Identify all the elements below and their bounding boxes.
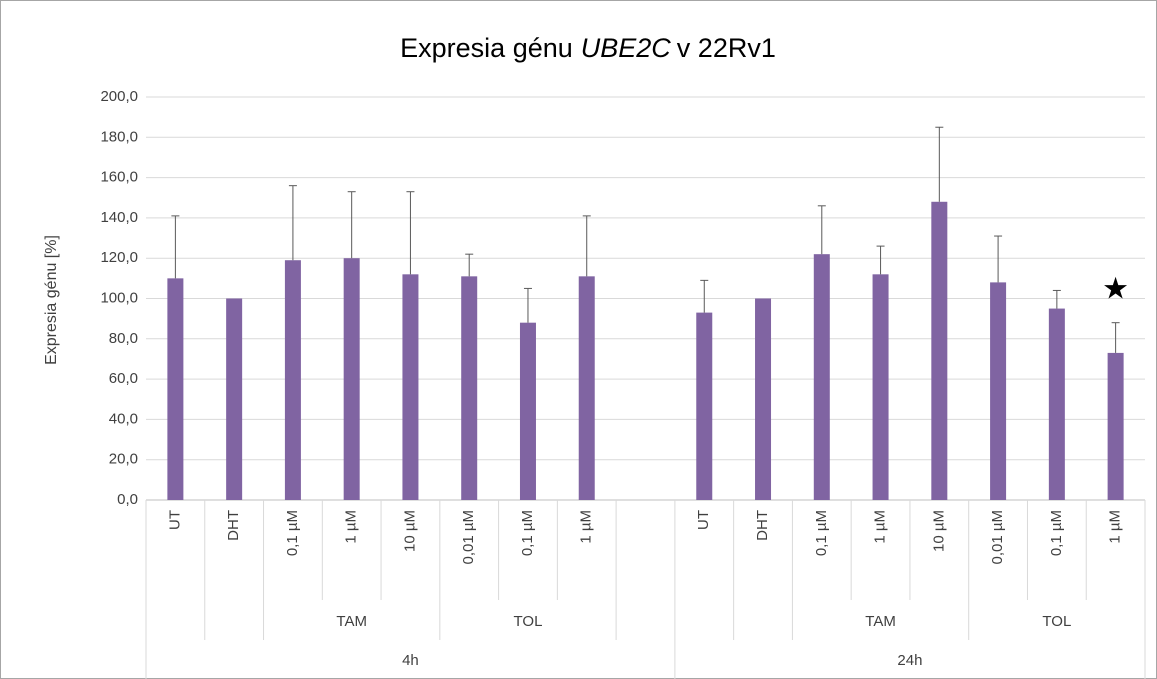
x-tick-label: DHT [225, 510, 242, 541]
bar [872, 274, 889, 500]
bar [519, 322, 536, 500]
y-axis-label: Expresia génu [%] [43, 235, 60, 365]
title-part: v 22Rv1 [677, 33, 776, 63]
group-label: TAM [336, 613, 367, 630]
x-tick-label: 0,1 µM [813, 510, 830, 556]
bar [1107, 352, 1124, 500]
title-part: UBE2C [581, 33, 672, 63]
y-tick-label: 140,0 [100, 209, 138, 226]
bar [284, 260, 301, 500]
x-tick-label: 1 µM [343, 510, 360, 544]
x-tick-label: 10 µM [930, 510, 947, 552]
x-tick-label: 1 µM [578, 510, 595, 544]
y-tick-label: 100,0 [100, 289, 138, 306]
group-label: TOL [514, 613, 543, 630]
annotation: ★ [1102, 273, 1129, 306]
y-tick-label: 0,0 [117, 491, 138, 508]
bar [402, 274, 419, 500]
y-tick-label: 120,0 [100, 249, 138, 266]
x-tick-label: 1 µM [1107, 510, 1124, 544]
supergroup-label: 24h [897, 652, 922, 669]
y-tick-label: 160,0 [100, 169, 138, 186]
y-tick-label: 20,0 [109, 451, 138, 468]
x-tick-label: DHT [754, 510, 771, 541]
group-label: TAM [865, 613, 896, 630]
y-tick-label: 40,0 [109, 410, 138, 427]
bar [226, 298, 243, 500]
x-tick-label: 1 µM [872, 510, 889, 544]
y-tick-label: 80,0 [109, 330, 138, 347]
group-label: TOL [1042, 613, 1071, 630]
bar [578, 276, 595, 500]
x-tick-label: 0,01 µM [989, 510, 1006, 565]
bar [813, 254, 830, 500]
bar [343, 258, 360, 500]
bar [167, 278, 184, 500]
supergroup-label: 4h [402, 652, 419, 669]
x-tick-label: 0,01 µM [460, 510, 477, 565]
bar [755, 298, 772, 500]
x-tick-label: 0,1 µM [1048, 510, 1065, 556]
chart-title: Expresia génu UBE2C v 22Rv1 [400, 33, 776, 63]
bar [931, 201, 948, 500]
bar [696, 312, 713, 500]
x-tick-label: UT [695, 510, 712, 530]
x-tick-label: UT [166, 510, 183, 530]
bar [1048, 308, 1065, 500]
y-tick-label: 200,0 [100, 88, 138, 105]
bar [461, 276, 478, 500]
title-part: Expresia génu [400, 33, 573, 63]
y-tick-label: 60,0 [109, 370, 138, 387]
x-tick-label: 10 µM [401, 510, 418, 552]
x-tick-label: 0,1 µM [519, 510, 536, 556]
bar [990, 282, 1007, 500]
x-tick-label: 0,1 µM [284, 510, 301, 556]
y-tick-label: 180,0 [100, 128, 138, 145]
